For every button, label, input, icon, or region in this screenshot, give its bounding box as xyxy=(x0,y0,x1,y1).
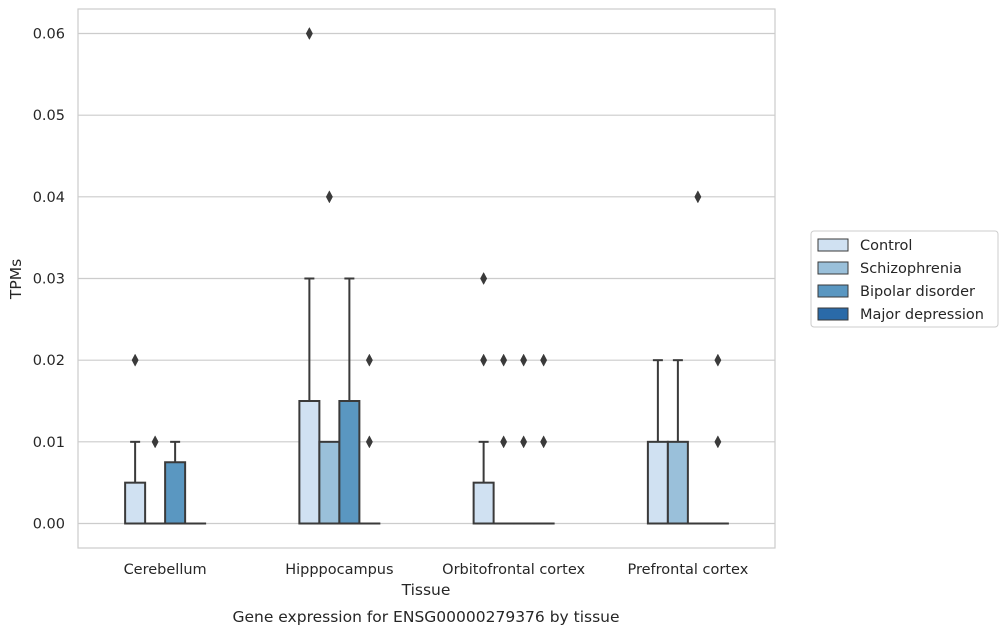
x-tick-label: Cerebellum xyxy=(124,562,207,578)
outlier-point xyxy=(540,353,548,367)
x-tick-label: Hipppocampus xyxy=(285,562,393,578)
grid-lines xyxy=(78,32,775,525)
outlier-point xyxy=(365,435,373,449)
legend-label: Major depression xyxy=(860,307,984,323)
box-major-depression xyxy=(706,353,729,525)
box-body xyxy=(318,440,341,525)
outlier-point xyxy=(365,353,373,367)
box-major-depression xyxy=(358,353,381,525)
x-tick-label: Prefrontal cortex xyxy=(627,562,748,578)
legend: Control Schizophrenia Bipolar disorder Majo… xyxy=(810,230,999,328)
box-body xyxy=(124,481,147,525)
y-tick-label: 0.04 xyxy=(33,190,65,206)
outlier-point xyxy=(694,190,702,204)
legend-swatch xyxy=(817,307,849,321)
box-body xyxy=(646,440,669,525)
outlier-point xyxy=(540,435,548,449)
outlier-point xyxy=(480,271,488,286)
y-tick-label: 0.00 xyxy=(33,517,65,533)
outlier-point xyxy=(151,435,159,449)
plot-frame xyxy=(77,8,776,549)
legend-frame xyxy=(810,230,999,328)
x-tick-label: Orbitofrontal cortex xyxy=(442,562,585,578)
box-control xyxy=(298,26,321,525)
box-bipolar-disorder xyxy=(686,190,709,525)
box-schizophrenia xyxy=(666,359,689,525)
legend-swatch xyxy=(817,261,849,275)
box-body xyxy=(298,400,321,525)
box-control xyxy=(472,271,495,525)
box-layer xyxy=(124,26,729,525)
outlier-point xyxy=(714,435,722,449)
box-body xyxy=(164,461,187,525)
box-control xyxy=(124,353,147,525)
box-bipolar-disorder xyxy=(512,353,535,525)
box-body xyxy=(666,440,689,525)
y-tick-label: 0.05 xyxy=(33,108,65,124)
box-schizophrenia xyxy=(492,353,515,525)
outlier-point xyxy=(520,435,528,449)
legend-swatch xyxy=(817,238,849,252)
y-tick-labels: 0.00 0.01 0.02 0.03 0.04 0.05 0.06 xyxy=(33,27,65,533)
y-tick-label: 0.03 xyxy=(33,272,65,288)
outlier-point xyxy=(131,353,139,367)
legend-label: Bipolar disorder xyxy=(860,284,975,300)
y-tick-label: 0.06 xyxy=(33,27,65,43)
box-body xyxy=(338,400,361,525)
outlier-point xyxy=(520,353,528,367)
box-control xyxy=(646,359,669,525)
box-schizophrenia xyxy=(318,190,341,525)
x-axis-label: Tissue xyxy=(401,581,451,599)
outlier-point xyxy=(500,435,508,449)
box-bipolar-disorder xyxy=(164,440,187,525)
legend-label: Schizophrenia xyxy=(860,261,962,277)
box-major-depression xyxy=(532,353,555,525)
outlier-point xyxy=(714,353,722,367)
box-body xyxy=(472,481,495,525)
outlier-point xyxy=(325,190,333,204)
outlier-point xyxy=(480,353,488,367)
outlier-point xyxy=(305,26,313,41)
chart-caption: Gene expression for ENSG00000279376 by t… xyxy=(232,608,619,626)
legend-swatch xyxy=(817,284,849,298)
box-bipolar-disorder xyxy=(338,277,361,525)
x-tick-labels: Cerebellum Hipppocampus Orbitofrontal cort… xyxy=(124,562,749,578)
y-axis-label: TPMs xyxy=(7,259,25,300)
outlier-point xyxy=(500,353,508,367)
y-tick-label: 0.02 xyxy=(33,353,65,369)
box-schizophrenia xyxy=(144,435,167,525)
legend-label: Control xyxy=(860,238,912,254)
y-tick-label: 0.01 xyxy=(33,435,65,451)
